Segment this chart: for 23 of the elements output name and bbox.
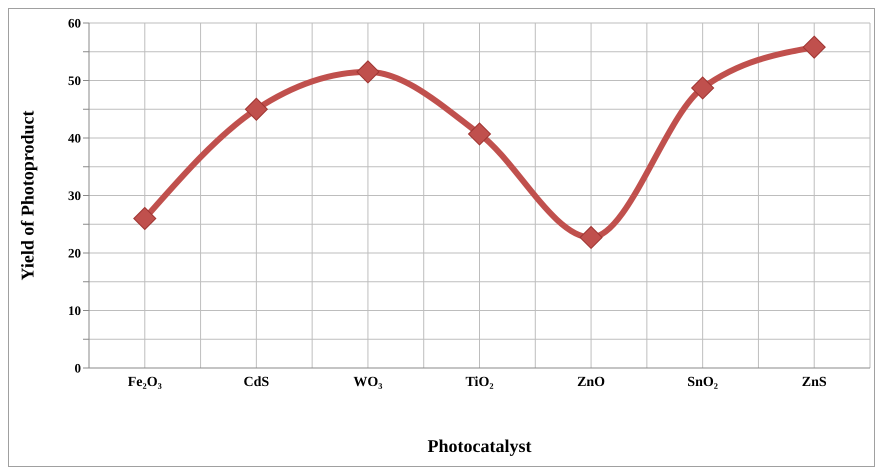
y-tick-label: 30	[68, 188, 81, 204]
x-tick-label: ZnO	[577, 374, 606, 390]
y-tick-label: 40	[68, 130, 81, 146]
point	[580, 226, 603, 249]
x-tick-label: Fe₂O₃	[128, 374, 162, 390]
x-tick-label: ZnS	[802, 374, 827, 390]
point	[356, 60, 380, 84]
y-tick-label: 50	[68, 73, 81, 88]
x-tick-label: CdS	[244, 374, 270, 390]
point	[468, 122, 491, 146]
y-tick-label: 60	[68, 16, 81, 31]
point	[802, 36, 826, 59]
point	[244, 98, 268, 121]
x-axis-title: Photocatalyst	[428, 436, 532, 456]
y-tick-label: 0	[74, 360, 81, 376]
y-axis-title: Yield of Photoproduct	[17, 110, 38, 281]
y-tick-label: 10	[68, 303, 81, 318]
y-tick-label: 20	[68, 246, 81, 261]
x-tick-label: SnO₂	[687, 374, 718, 390]
point	[133, 207, 156, 230]
x-tick-label: TiO₂	[465, 374, 494, 390]
point	[691, 76, 714, 100]
x-tick-label: WO₃	[353, 374, 382, 390]
